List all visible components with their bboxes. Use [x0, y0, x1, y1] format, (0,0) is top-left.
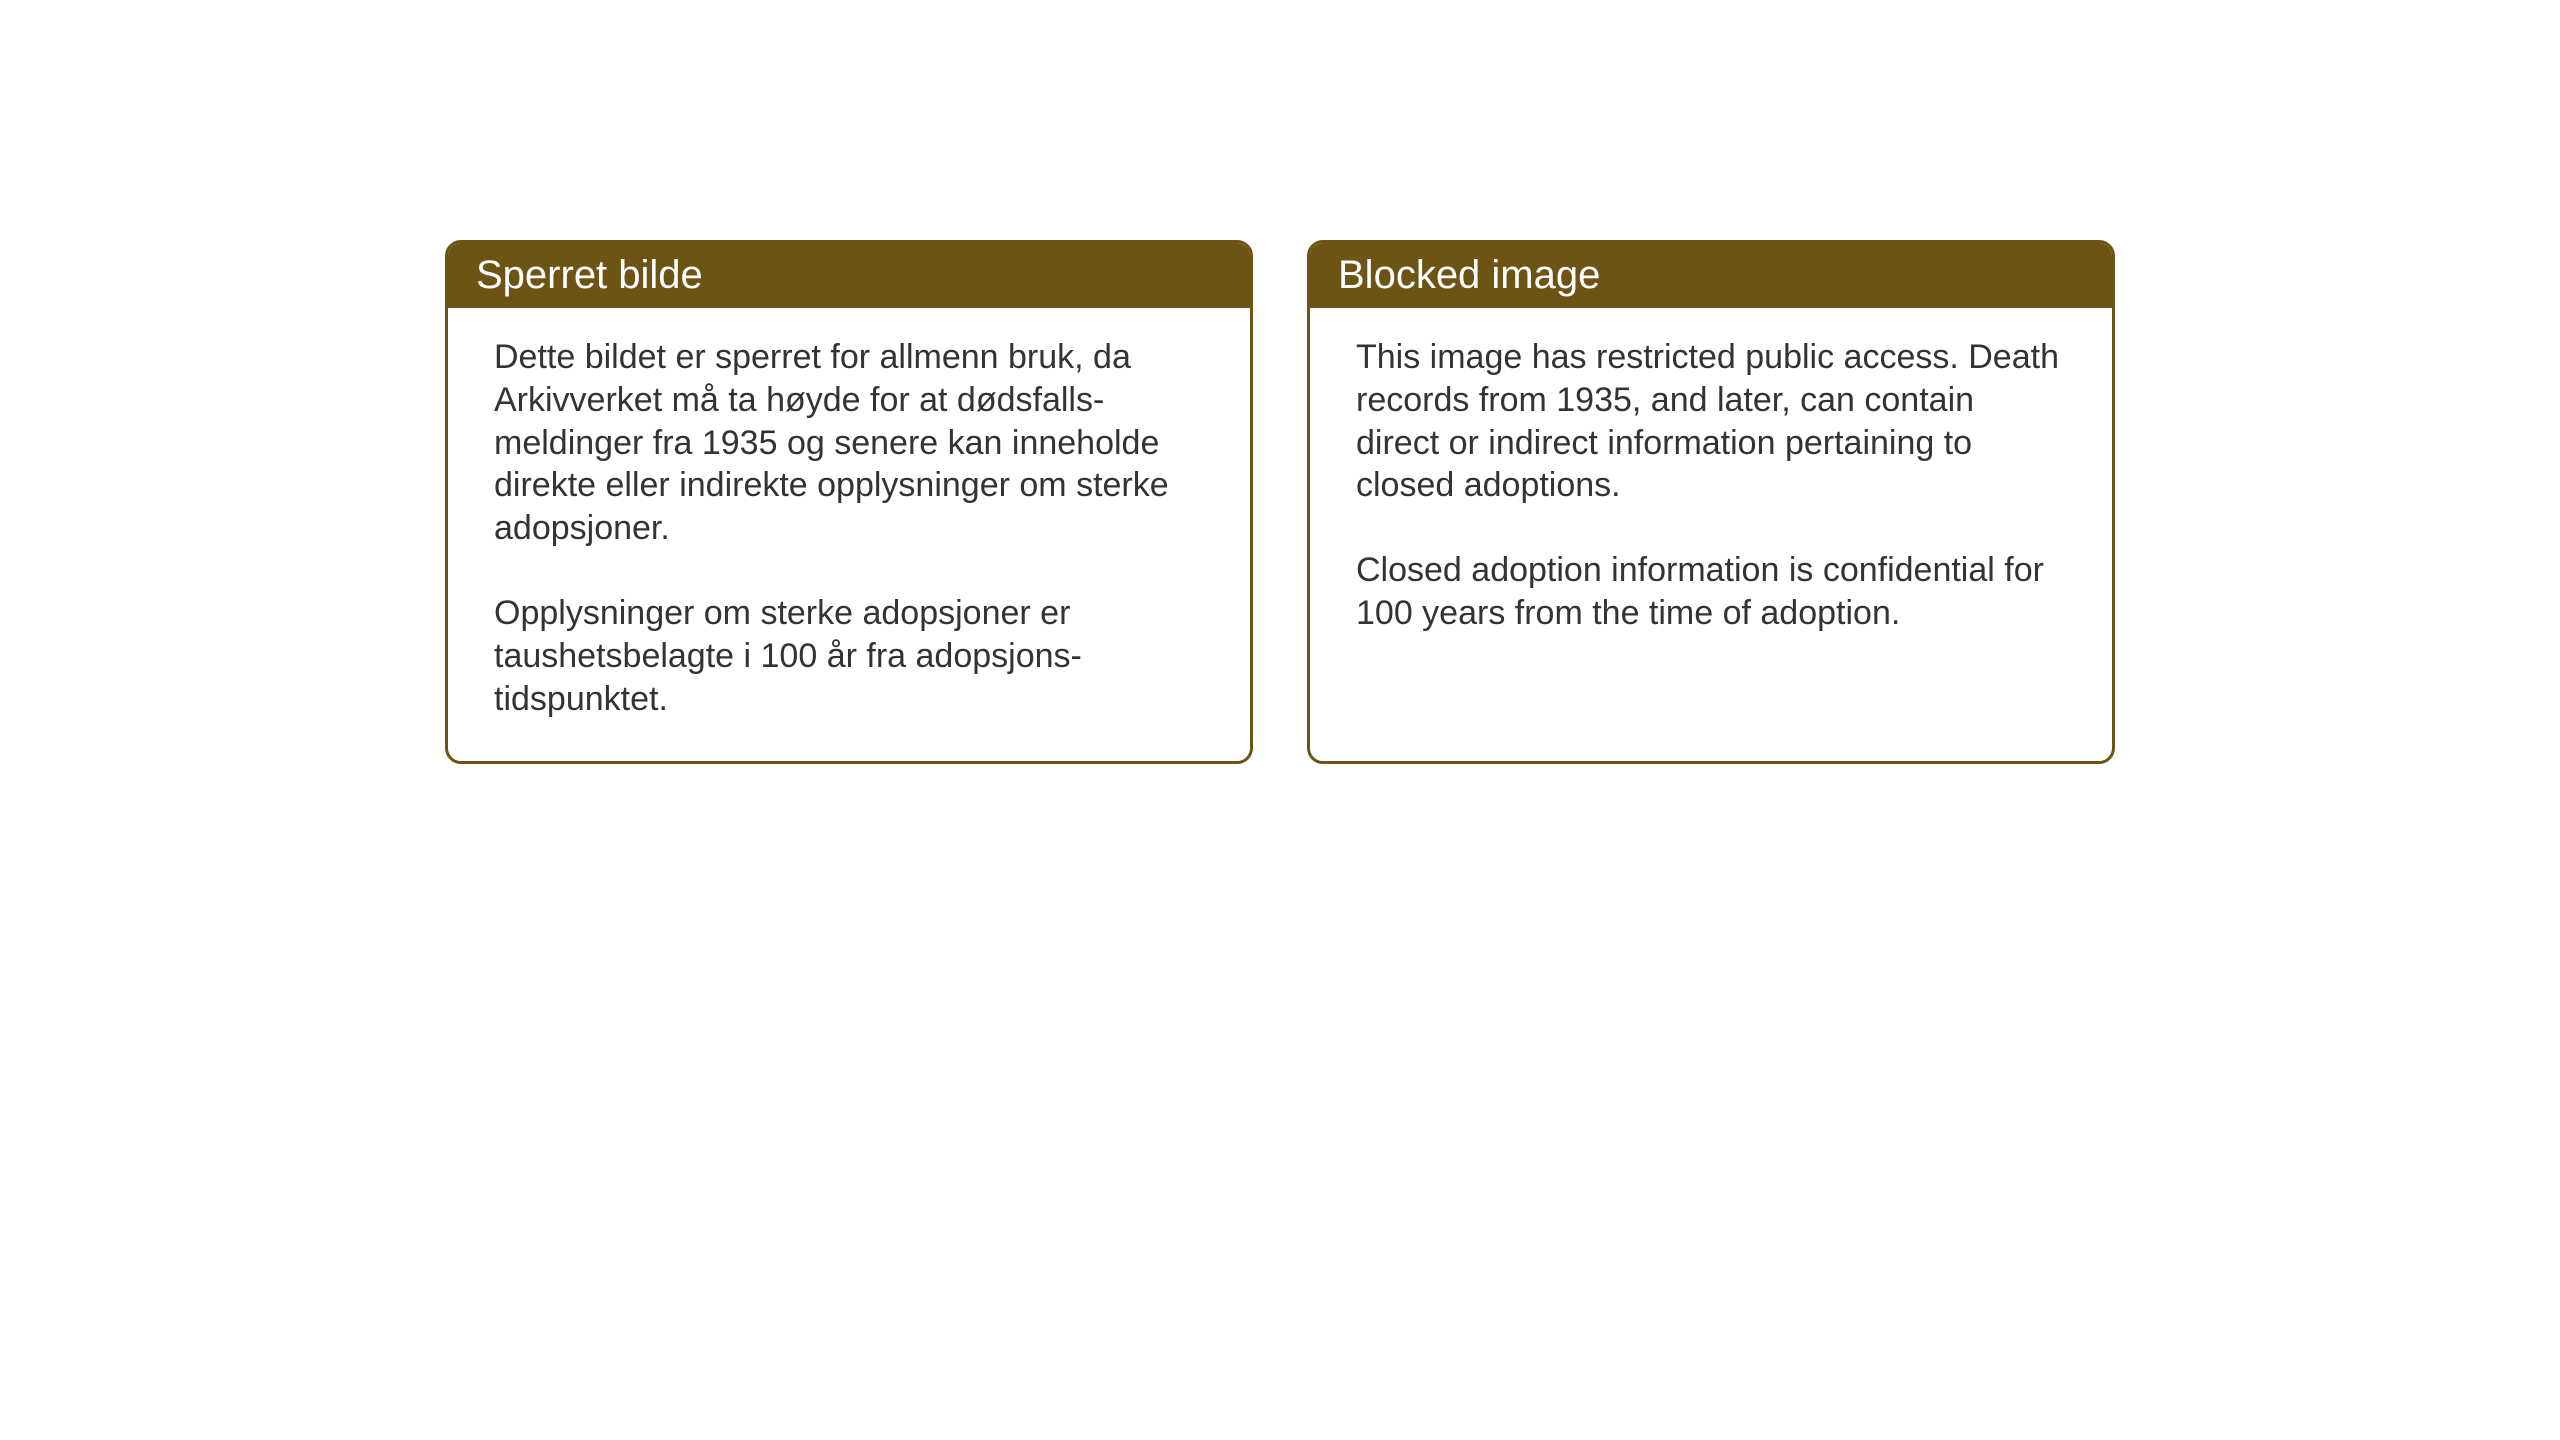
notice-header-norwegian: Sperret bilde	[448, 243, 1250, 308]
notice-body-norwegian: Dette bildet er sperret for allmenn bruk…	[448, 308, 1250, 761]
notice-paragraph-2-english: Closed adoption information is confident…	[1356, 549, 2066, 635]
notice-header-english: Blocked image	[1310, 243, 2112, 308]
notice-container: Sperret bilde Dette bildet er sperret fo…	[445, 240, 2115, 764]
notice-card-norwegian: Sperret bilde Dette bildet er sperret fo…	[445, 240, 1253, 764]
notice-paragraph-1-norwegian: Dette bildet er sperret for allmenn bruk…	[494, 336, 1204, 550]
notice-card-english: Blocked image This image has restricted …	[1307, 240, 2115, 764]
notice-paragraph-2-norwegian: Opplysninger om sterke adopsjoner er tau…	[494, 592, 1204, 720]
notice-body-english: This image has restricted public access.…	[1310, 308, 2112, 675]
notice-paragraph-1-english: This image has restricted public access.…	[1356, 336, 2066, 507]
notice-title-english: Blocked image	[1338, 253, 1600, 297]
notice-title-norwegian: Sperret bilde	[476, 253, 703, 297]
